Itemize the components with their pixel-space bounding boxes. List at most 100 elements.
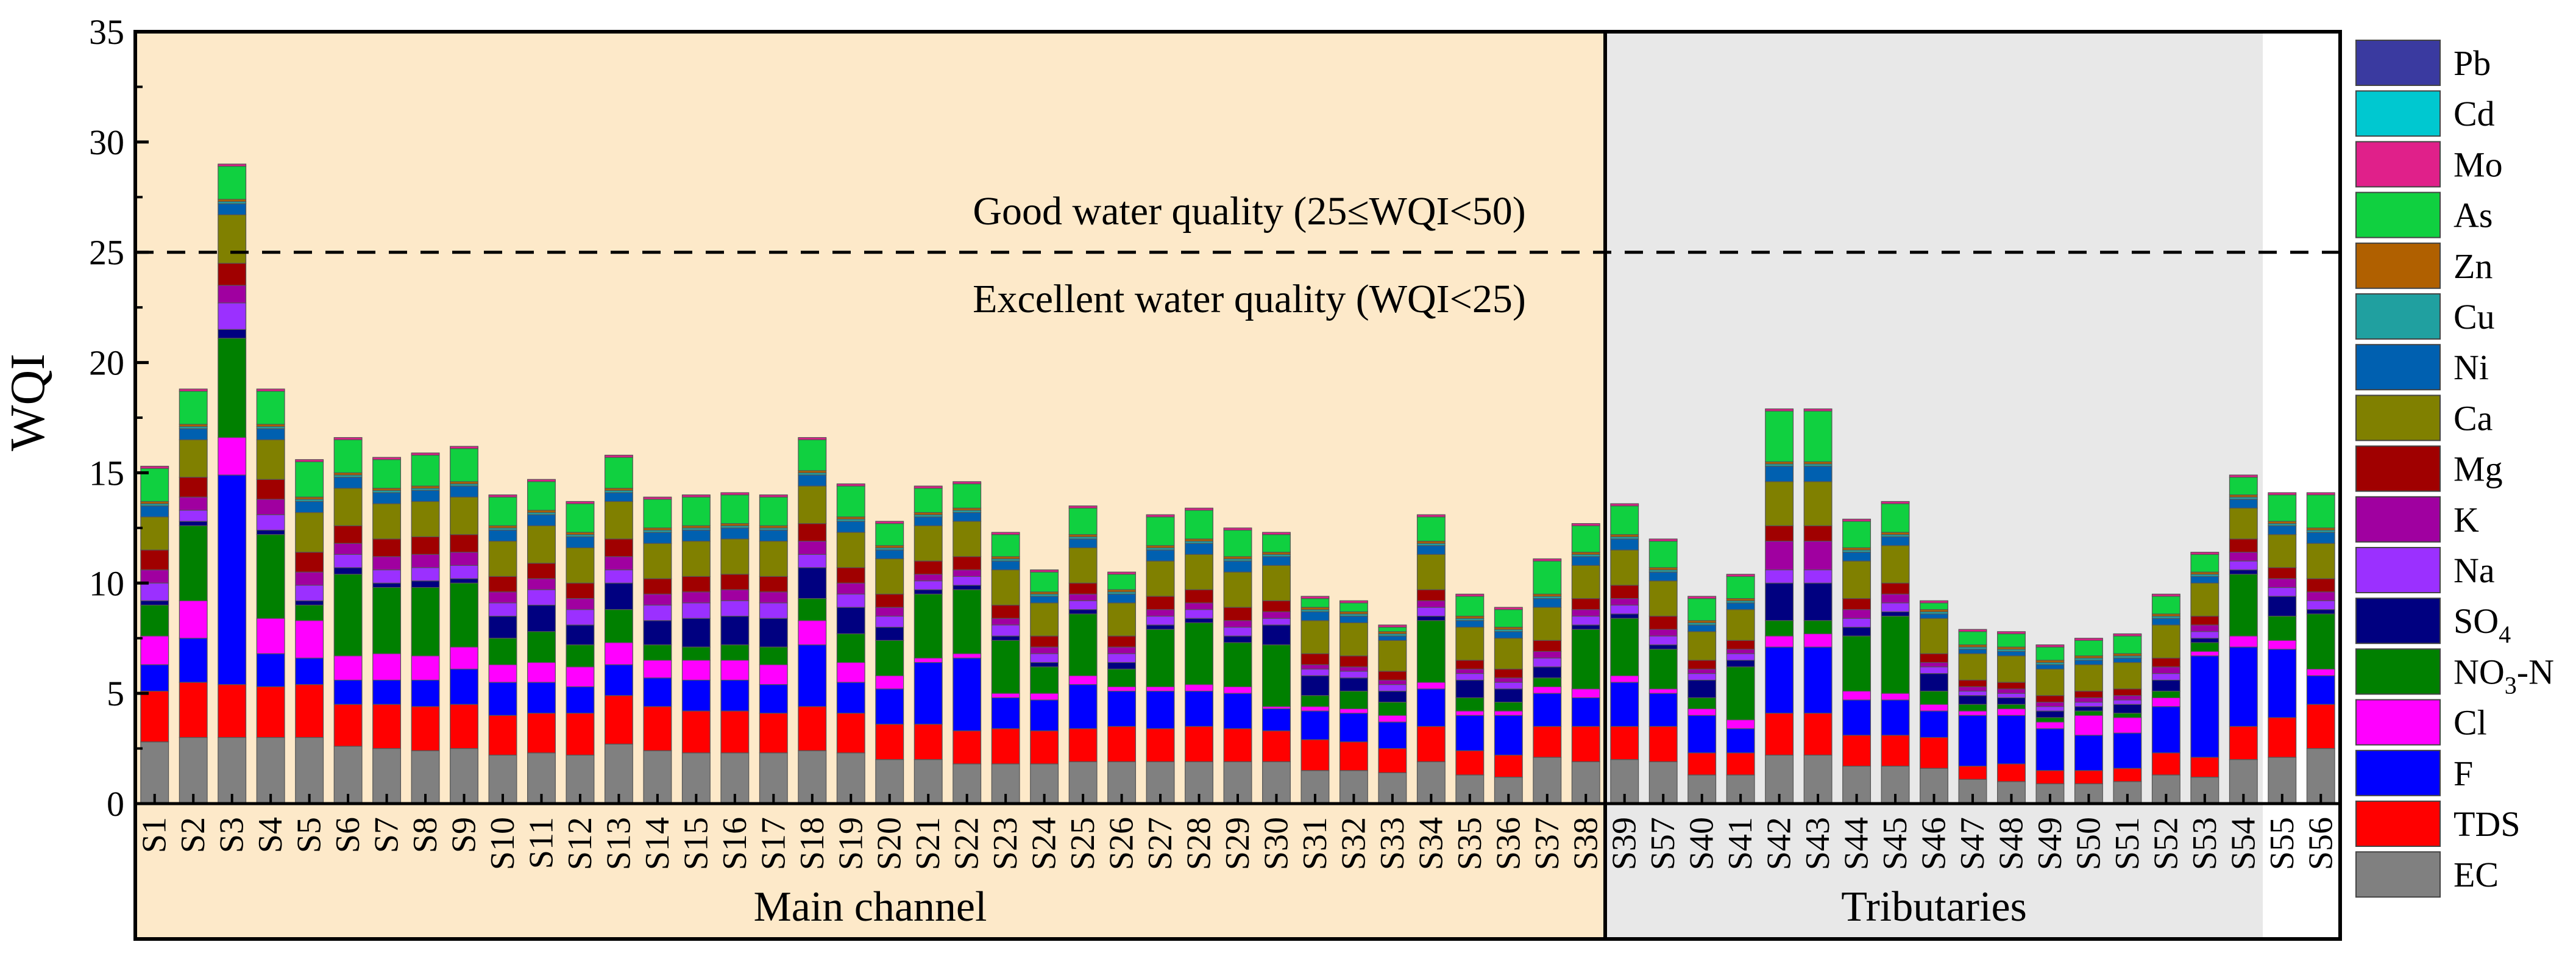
bar-segment — [2306, 704, 2335, 749]
bar-segment — [256, 618, 285, 654]
bar-segment — [1107, 653, 1137, 663]
bar-segment — [179, 525, 208, 601]
bar-segment — [643, 644, 672, 661]
bar-segment — [1339, 615, 1368, 623]
bar-segment — [527, 514, 556, 526]
bar-segment — [2074, 660, 2103, 665]
bar-segment — [798, 598, 827, 621]
bar-segment — [179, 737, 208, 804]
bar-segment — [1803, 713, 1833, 756]
bar-segment — [1726, 574, 1755, 577]
bar-segment — [140, 549, 169, 571]
x-tick-label: S33 — [1374, 817, 1411, 870]
bar-segment — [2113, 704, 2142, 714]
bar-segment — [333, 554, 363, 568]
bar-segment — [1300, 739, 1330, 771]
bar-segment — [914, 589, 943, 594]
bar-segment — [1571, 609, 1600, 617]
bar-segment — [1765, 465, 1794, 482]
bar-segment — [2035, 644, 2065, 648]
bar-segment — [1030, 693, 1059, 701]
bar-segment — [1533, 677, 1562, 687]
bar-segment — [1223, 728, 1252, 762]
bar-segment — [295, 585, 324, 601]
bar-segment — [1223, 620, 1252, 628]
bar-segment — [1920, 690, 1948, 705]
bar-segment — [566, 713, 595, 756]
bar-segment — [875, 607, 904, 617]
bar-segment — [720, 494, 750, 524]
bar-segment — [953, 589, 982, 654]
bar-segment — [2190, 582, 2219, 617]
bar-segment — [1765, 408, 1794, 412]
bar-segment — [2151, 624, 2180, 659]
bar-segment — [681, 660, 711, 681]
bar-segment — [1920, 662, 1948, 668]
x-tick-label: S11 — [522, 817, 560, 869]
bar-segment — [218, 437, 247, 476]
bar-segment — [1881, 611, 1910, 617]
bar-segment — [1533, 598, 1562, 608]
bar-segment — [372, 503, 402, 540]
bar-segment — [914, 516, 943, 526]
bar-segment — [566, 582, 595, 599]
bar-segment — [1533, 726, 1562, 758]
bar-segment — [1648, 615, 1678, 630]
bar-segment — [1648, 580, 1678, 617]
bar-segment — [2268, 649, 2297, 718]
bar-segment — [1648, 688, 1678, 694]
bar-segment — [1185, 726, 1213, 762]
bar-segment — [1030, 635, 1059, 648]
legend-label: Cl — [2454, 703, 2487, 743]
bar-segment — [295, 620, 324, 659]
bar-segment — [1300, 620, 1330, 654]
bar-segment — [1881, 602, 1910, 612]
legend-label: Ca — [2454, 398, 2493, 438]
x-tick-label: S1 — [136, 817, 174, 853]
bar-segment — [836, 483, 865, 487]
bar-segment — [2151, 697, 2180, 707]
x-tick-label: S3 — [213, 817, 251, 853]
bar-segment — [1107, 602, 1137, 637]
bar-segment — [759, 496, 788, 526]
bar-segment — [2151, 679, 2180, 692]
bar-segment — [1416, 682, 1446, 690]
x-tick-label: S20 — [871, 817, 909, 870]
bar-segment — [1068, 507, 1098, 535]
bar-segment — [1920, 613, 1948, 619]
x-tick-label: S18 — [793, 817, 831, 870]
bar-segment — [1533, 640, 1562, 652]
bar-segment — [1842, 521, 1872, 549]
bar-segment — [140, 600, 169, 606]
bar-segment — [1378, 748, 1407, 773]
bar-segment — [2035, 668, 2065, 696]
bar-segment — [488, 602, 517, 617]
bar-segment — [1416, 545, 1446, 555]
x-tick-label: S41 — [1722, 817, 1759, 870]
bar-segment — [1958, 679, 1987, 687]
bar-segment — [450, 534, 478, 553]
bar-segment — [140, 635, 169, 665]
bar-segment — [1610, 538, 1639, 551]
bar-segment — [2113, 688, 2142, 696]
bar-segment — [1455, 715, 1485, 751]
x-tick-label: S13 — [600, 817, 637, 870]
bar-segment — [450, 578, 478, 584]
bar-segment — [2268, 534, 2297, 568]
bar-segment — [179, 428, 208, 440]
bar-segment — [1803, 540, 1833, 571]
bar-segment — [953, 569, 982, 577]
bar-segment — [2035, 770, 2065, 785]
bar-segment — [2113, 732, 2142, 769]
bar-segment — [2268, 587, 2297, 597]
bar-segment — [2113, 657, 2142, 663]
bar-segment — [1610, 726, 1639, 760]
bar-segment — [2229, 635, 2258, 648]
bar-segment — [140, 582, 169, 601]
bar-segment — [372, 459, 402, 489]
bar-segment — [759, 540, 788, 577]
bar-segment — [1765, 481, 1794, 526]
bar-segment — [914, 724, 943, 760]
legend-swatch — [2355, 851, 2441, 898]
y-tick-label: 30 — [89, 123, 124, 162]
